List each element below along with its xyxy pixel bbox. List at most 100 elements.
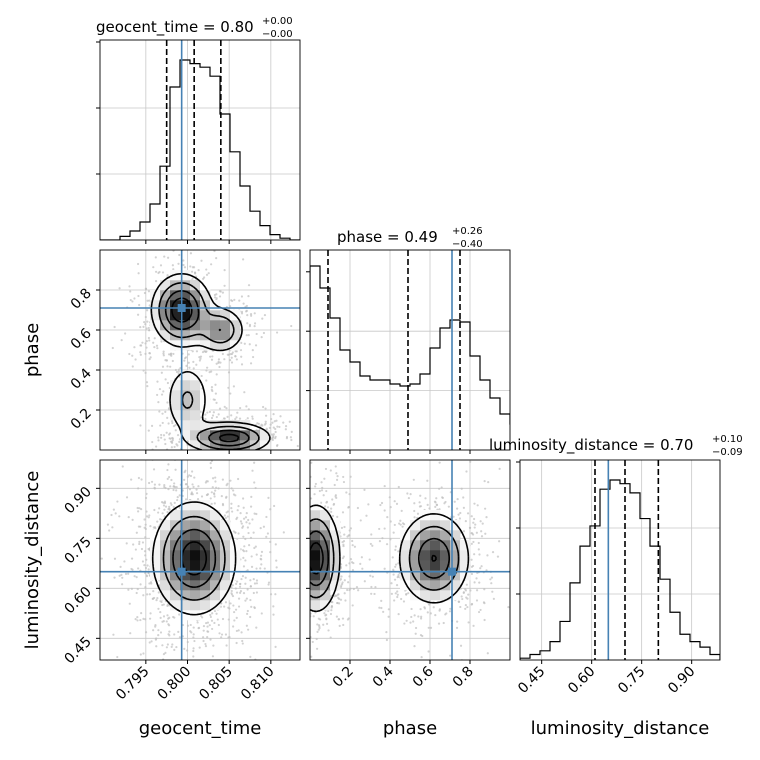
joint-1-point: [163, 500, 167, 503]
joint-0-point: [256, 422, 259, 425]
joint-2-point: [297, 530, 299, 532]
joint-1-cell: [210, 570, 221, 581]
joint-0-point: [164, 410, 167, 413]
joint-0-point: [256, 451, 258, 453]
joint-1-point: [168, 507, 171, 510]
joint-2-point: [420, 656, 423, 659]
joint-2-point: [477, 548, 480, 551]
joint-1-point: [131, 518, 134, 521]
hist-line-phase: [310, 265, 510, 450]
joint-1-point: [119, 565, 122, 569]
joint-0-point: [229, 392, 232, 395]
joint-2-point: [336, 515, 339, 519]
joint-2-point: [329, 594, 333, 598]
joint-0-point: [160, 433, 163, 437]
joint-0-point: [273, 453, 275, 455]
joint-0-cell: [180, 380, 191, 391]
joint-0-point: [217, 360, 220, 363]
joint-2-cell: [310, 540, 321, 551]
joint-1-point: [239, 582, 242, 586]
hist-luminosity_distance-xtick-label-2: 0.75: [615, 664, 648, 697]
joint-2-point: [300, 527, 302, 529]
joint-2-point: [290, 494, 292, 496]
joint-2-point: [476, 504, 479, 507]
joint-0-point: [201, 451, 203, 453]
joint-2-point: [301, 554, 303, 556]
joint-1-point: [245, 549, 248, 553]
joint-2-point: [318, 489, 321, 493]
joint-1-point: [244, 599, 247, 602]
joint-0-point: [264, 407, 267, 410]
joint-0-point: [239, 348, 243, 352]
joint-2-point: [284, 560, 286, 562]
joint-0-cell: [230, 420, 241, 431]
joint-2-point: [331, 498, 334, 501]
joint-1-point: [260, 558, 263, 561]
joint-0-point: [131, 300, 134, 303]
joint-2-point: [475, 599, 479, 602]
joint-1-point: [236, 477, 240, 481]
joint-0-point: [253, 454, 255, 456]
joint-0-point: [197, 450, 199, 452]
joint-2-point: [387, 608, 390, 611]
joint-2-point: [336, 475, 339, 478]
joint-0-point: [200, 374, 203, 378]
joint-2-point: [327, 629, 330, 632]
joint-2-point: [332, 702, 334, 704]
joint-2-point: [306, 531, 308, 533]
joint-1-point: [166, 477, 169, 480]
joint-2-point: [371, 544, 374, 547]
joint-0-cell: [200, 290, 211, 301]
joint-inner-0: [100, 250, 300, 465]
joint-1-point: [159, 611, 162, 614]
joint-0-cell: [150, 290, 161, 301]
joint-0-point: [261, 317, 264, 320]
joint-2-point: [477, 610, 481, 614]
joint-2-cell: [320, 540, 331, 551]
joint-1-point: [162, 504, 166, 507]
joint-2-point: [461, 597, 464, 601]
joint-1-point: [236, 509, 239, 512]
joint-0-point: [240, 295, 244, 298]
joint-2-point: [296, 605, 298, 607]
joint-2-point: [302, 620, 304, 622]
joint-0-point: [178, 463, 180, 465]
joint-2-point: [413, 509, 416, 513]
joint-2-point: [303, 548, 305, 550]
joint-1-point: [168, 630, 171, 633]
joint-2-point: [432, 606, 435, 609]
joint-2-point: [294, 621, 296, 623]
joint-2-point: [395, 502, 399, 506]
joint-2-point: [282, 540, 284, 542]
joint-1-cell: [180, 540, 191, 551]
joint-1-point: [163, 484, 166, 487]
joint-2-cell: [400, 540, 411, 551]
joint-2-point: [485, 515, 488, 519]
joint-2-point: [459, 511, 462, 515]
joint-1-point: [211, 477, 215, 480]
joint-2-point: [302, 612, 304, 614]
joint-1-point: [150, 640, 153, 643]
joint-1-point: [253, 546, 256, 550]
joint-1-cell: [200, 500, 211, 511]
joint-2-point: [437, 622, 441, 625]
joint-2-point: [507, 606, 510, 609]
joint-1-point: [213, 492, 216, 495]
joint-0-point: [222, 456, 224, 458]
joint-1-point: [129, 632, 132, 635]
joint-0-point: [232, 453, 234, 455]
joint-2-point: [287, 548, 289, 550]
joint-1-point: [152, 629, 155, 632]
joint-1-point: [145, 510, 148, 513]
joint-1-point: [156, 520, 159, 523]
joint-1-point: [169, 485, 172, 488]
joint-2-cell: [320, 550, 331, 561]
joint-2-point: [381, 537, 384, 540]
joint-2-point: [303, 547, 305, 549]
joint-1-point: [178, 494, 181, 497]
joint-2-point: [302, 542, 304, 544]
joint-2-point: [378, 527, 381, 531]
joint-2-point: [477, 541, 480, 545]
joint-2-point: [349, 475, 352, 478]
